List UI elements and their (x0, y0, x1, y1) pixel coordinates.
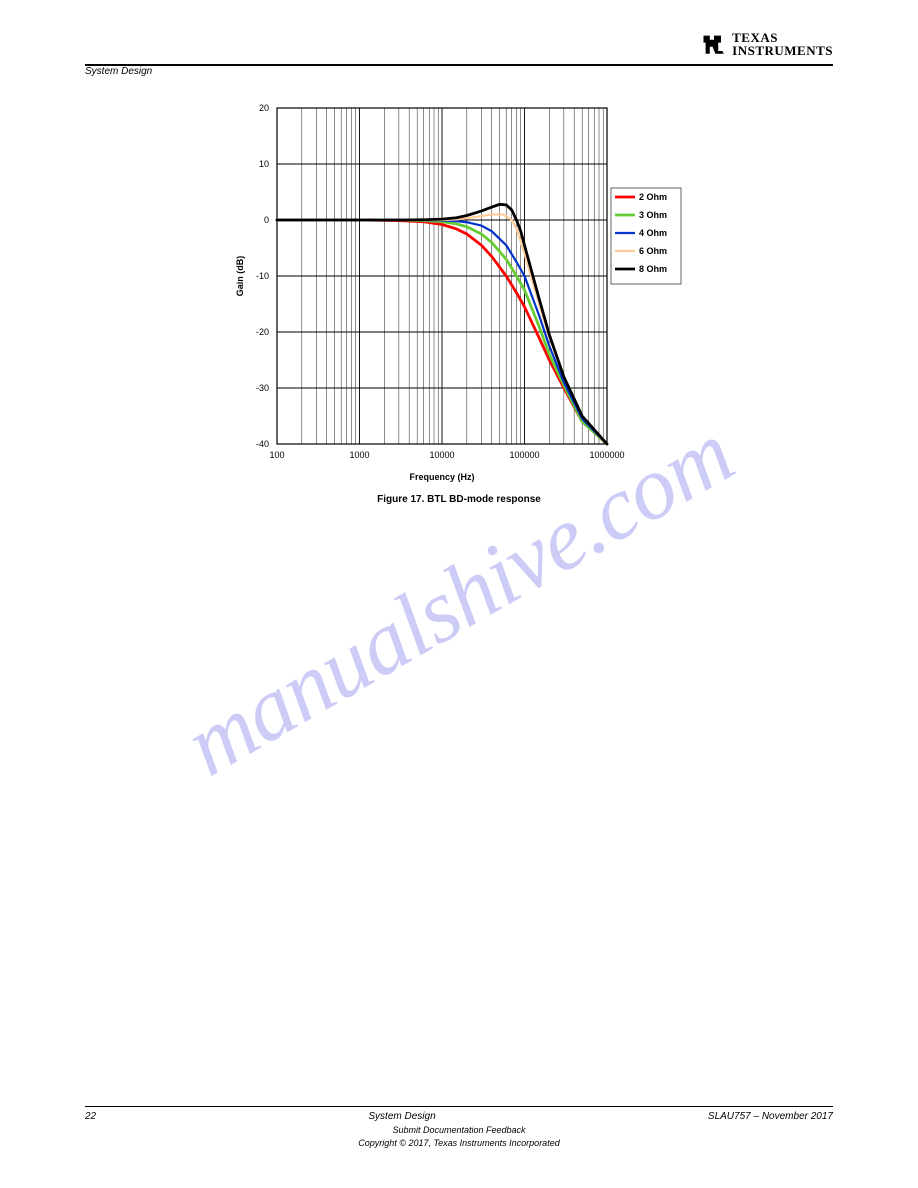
svg-text:Gain (dB): Gain (dB) (235, 256, 245, 297)
svg-text:0: 0 (264, 215, 269, 225)
svg-text:8 Ohm: 8 Ohm (639, 264, 667, 274)
ti-logo-icon (700, 30, 728, 58)
header-rule (85, 64, 833, 66)
page-header: TEXAS INSTRUMENTS (85, 30, 833, 58)
chart-caption: Figure 17. BTL BD-mode response (229, 494, 689, 505)
chart-container: 100 1000 10000 100000 1000000 -40 -30 -20 -10 0 10… (229, 96, 689, 505)
page-number: 22 (85, 1111, 96, 1122)
footer-rule (85, 1106, 833, 1107)
ti-logo-instruments: INSTRUMENTS (732, 44, 833, 57)
footer-doc-ref: SLAU757 – November 2017 (708, 1111, 833, 1122)
page-footer: 22 System Design SLAU757 – November 2017… (85, 1106, 833, 1148)
footer-copyright: Copyright © 2017, Texas Instruments Inco… (85, 1138, 833, 1148)
svg-text:100: 100 (269, 450, 284, 460)
svg-text:3 Ohm: 3 Ohm (639, 210, 667, 220)
svg-text:20: 20 (259, 103, 269, 113)
svg-text:2 Ohm: 2 Ohm (639, 192, 667, 202)
svg-text:-30: -30 (256, 383, 269, 393)
footer-doc-title: System Design (368, 1111, 435, 1122)
svg-text:-10: -10 (256, 271, 269, 281)
svg-text:Frequency (Hz): Frequency (Hz) (409, 472, 474, 482)
svg-text:-40: -40 (256, 439, 269, 449)
svg-text:1000: 1000 (349, 450, 369, 460)
svg-text:10000: 10000 (429, 450, 454, 460)
svg-text:100000: 100000 (509, 450, 539, 460)
svg-text:1000000: 1000000 (589, 450, 624, 460)
svg-text:4 Ohm: 4 Ohm (639, 228, 667, 238)
svg-text:-20: -20 (256, 327, 269, 337)
frequency-response-chart: 100 1000 10000 100000 1000000 -40 -30 -20 -10 0 10… (229, 96, 689, 486)
svg-text:6 Ohm: 6 Ohm (639, 246, 667, 256)
svg-text:10: 10 (259, 159, 269, 169)
section-label: System Design (85, 66, 152, 77)
footer-feedback-link[interactable]: Submit Documentation Feedback (392, 1125, 525, 1135)
ti-logo: TEXAS INSTRUMENTS (700, 30, 833, 58)
